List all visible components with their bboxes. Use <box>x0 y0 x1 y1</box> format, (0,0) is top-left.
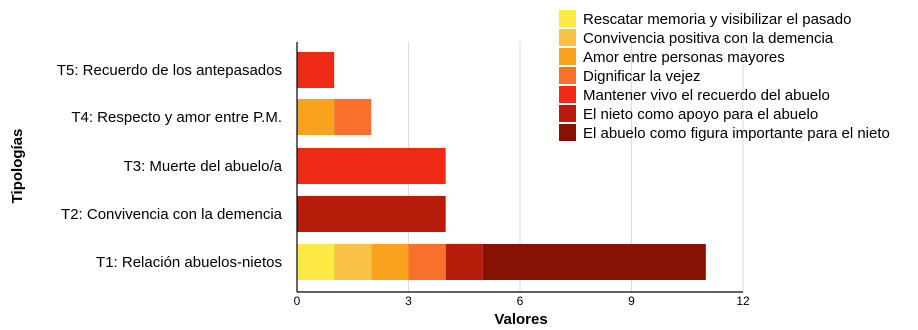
y-axis-title: Tipologías <box>9 129 26 204</box>
category-label-t5: T5: Recuerdo de los antepasados <box>57 62 282 79</box>
legend-swatch-7 <box>559 124 576 141</box>
category-label-t1: T1: Relación abuelos-nietos <box>96 254 282 271</box>
bar-segment-t3-s5 <box>297 148 446 184</box>
x-tick-label-4: 12 <box>736 294 750 308</box>
bar-segment-t4-s4 <box>334 99 372 135</box>
legend-label-7: El abuelo como figura importante para el… <box>583 125 890 142</box>
x-tick-label-1: 3 <box>405 294 412 308</box>
bar-segment-t5-s5 <box>297 52 335 88</box>
category-label-t2: T2: Convivencia con la demencia <box>61 206 283 223</box>
axes <box>296 42 743 293</box>
bar-segment-t1-s7 <box>482 244 706 280</box>
x-tick-label-3: 9 <box>628 294 635 308</box>
bar-segment-t1-s1 <box>297 244 335 280</box>
bar-segment-t1-s3 <box>371 244 409 280</box>
bar-segment-t4-s3 <box>297 99 335 135</box>
legend-swatch-3 <box>559 48 576 65</box>
legend-swatch-6 <box>559 105 576 122</box>
x-tick-label-0: 0 <box>294 294 301 308</box>
legend-label-2: Convivencia positiva con la demencia <box>583 30 834 47</box>
legend: Rescatar memoria y visibilizar el pasado… <box>559 10 890 142</box>
x-tick-label-2: 6 <box>517 294 524 308</box>
legend-swatch-4 <box>559 67 576 84</box>
legend-label-3: Amor entre personas mayores <box>583 49 785 66</box>
category-label-t3: T3: Muerte del abuelo/a <box>124 158 283 175</box>
x-axis-title: Valores <box>494 311 547 328</box>
legend-label-5: Mantener vivo el recuerdo del abuelo <box>583 87 830 104</box>
bars <box>297 52 706 280</box>
legend-swatch-5 <box>559 86 576 103</box>
legend-swatch-2 <box>559 29 576 46</box>
legend-swatch-1 <box>559 10 576 27</box>
legend-label-1: Rescatar memoria y visibilizar el pasado <box>583 11 851 28</box>
bar-segment-t2-s6 <box>297 196 446 232</box>
bar-segment-t1-s6 <box>445 244 483 280</box>
category-labels: T1: Relación abuelos-nietos T2: Convivenc… <box>57 62 283 271</box>
legend-label-4: Dignificar la vejez <box>583 68 701 85</box>
bar-segment-t1-s4 <box>408 244 446 280</box>
x-tick-labels: 0 3 6 9 12 <box>294 294 750 308</box>
legend-label-6: El nieto como apoyo para el abuelo <box>583 106 818 123</box>
bar-segment-t1-s2 <box>334 244 372 280</box>
category-label-t4: T4: Respecto y amor entre P.M. <box>71 109 282 126</box>
